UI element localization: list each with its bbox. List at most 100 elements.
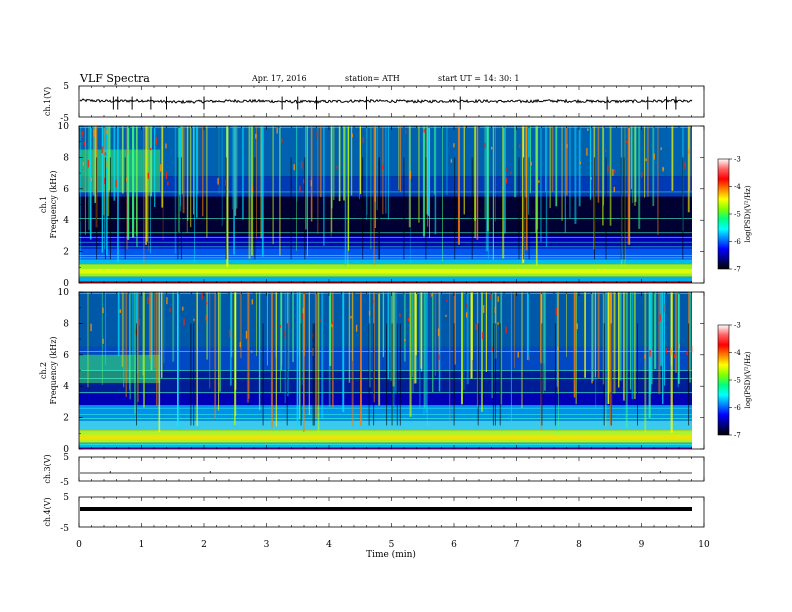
hot-pixel <box>81 130 84 135</box>
sferic-streak <box>540 292 543 431</box>
hot-pixel <box>288 321 290 327</box>
sferic-streak <box>631 292 634 400</box>
sferic-streak <box>296 126 298 202</box>
spectrogram-band <box>79 420 692 431</box>
dropout-stripe <box>620 157 622 260</box>
sferic-streak <box>239 292 242 359</box>
sferic-streak <box>298 292 300 357</box>
sferic-streak <box>618 292 620 388</box>
hot-pixel <box>372 300 374 303</box>
y-tick-label: 10 <box>58 288 70 298</box>
hot-pixel <box>150 147 152 151</box>
x-tick-label: 2 <box>201 540 207 550</box>
sferic-streak <box>689 292 692 383</box>
hot-pixel <box>612 169 614 176</box>
dropout-stripe <box>477 323 479 426</box>
dropout-stripe <box>637 323 638 426</box>
hot-pixel <box>87 160 89 168</box>
sferic-streak <box>260 126 263 239</box>
dropout-stripe <box>136 323 137 426</box>
sferic-streak <box>491 292 493 399</box>
y-axis-label-line: ch.1 <box>39 196 48 213</box>
hot-pixel <box>351 133 353 138</box>
sferic-streak <box>149 126 151 254</box>
sferic-streak <box>651 292 653 385</box>
y-axis-label: ch.4(V) <box>43 497 52 526</box>
sferic-streak <box>231 292 233 357</box>
ch2-colorbar: -3 -4 -5 -6 -7 log(PSD)(V²/Hz) <box>717 322 752 440</box>
dropout-stripe <box>180 157 182 260</box>
sferic-streak <box>470 292 473 379</box>
sferic-streak <box>231 126 233 210</box>
hot-pixel <box>484 142 486 149</box>
spectrogram-band <box>79 447 692 449</box>
sferic-streak <box>234 126 237 216</box>
sferic-streak <box>486 126 488 252</box>
sferic-streak <box>218 292 220 411</box>
sferic-streak <box>145 126 147 245</box>
colorbar-tick-label: -5 <box>734 211 741 219</box>
colorbar-tick-label: -4 <box>734 183 741 191</box>
sferic-streak <box>338 126 341 202</box>
hot-pixel <box>106 129 108 135</box>
dropout-stripe <box>603 323 605 426</box>
sferic-streak <box>654 292 657 370</box>
sferic-streak <box>197 126 199 194</box>
sferic-streak <box>409 126 411 263</box>
figure-title: VLF Spectra <box>79 72 150 85</box>
dropout-stripe <box>528 157 530 260</box>
hot-pixel <box>465 312 468 318</box>
x-tick-label: 8 <box>576 540 582 550</box>
dropout-stripe <box>594 157 595 260</box>
sferic-streak <box>87 292 89 388</box>
hot-pixel <box>664 304 666 313</box>
spectrogram-band <box>79 259 692 265</box>
sferic-streak <box>557 292 559 394</box>
x-tick-label: 10 <box>698 540 710 550</box>
hot-pixel <box>362 137 365 144</box>
hot-pixel <box>205 315 207 321</box>
sferic-streak <box>343 126 345 201</box>
sferic-streak <box>330 126 333 233</box>
hot-pixel <box>224 179 227 187</box>
sferic-streak <box>575 292 577 405</box>
sferic-streak <box>644 292 647 432</box>
sferic-streak <box>540 292 541 363</box>
sferic-streak <box>209 292 211 389</box>
hot-pixel <box>505 177 508 184</box>
hot-pixel <box>102 307 104 314</box>
sferic-streak <box>619 292 622 381</box>
sferic-streak <box>221 126 223 226</box>
y-tick-label: 0 <box>63 445 69 455</box>
sferic-streak <box>117 292 120 357</box>
dropout-stripe <box>518 157 520 260</box>
sferic-streak <box>101 126 104 253</box>
hot-pixel <box>167 181 169 186</box>
sferic-streak <box>429 126 430 238</box>
y-tick-label: -5 <box>60 114 69 124</box>
sferic-streak <box>421 292 423 372</box>
hot-pixel <box>645 158 647 162</box>
sferic-streak <box>153 292 156 369</box>
sferic-streak <box>125 292 127 397</box>
sferic-streak <box>423 292 425 415</box>
y-tick-label: 8 <box>63 153 69 163</box>
sferic-streak <box>161 126 164 208</box>
hot-pixel <box>490 293 492 299</box>
sferic-streak <box>142 292 144 376</box>
sferic-streak <box>564 126 566 233</box>
hot-pixel <box>566 144 568 149</box>
sferic-streak <box>105 126 108 256</box>
sferic-streak <box>521 292 523 409</box>
sferic-streak <box>603 126 605 206</box>
y-tick-label: 6 <box>63 351 69 361</box>
hot-pixel <box>331 324 333 328</box>
hot-pixel <box>336 165 338 169</box>
sferic-streak <box>413 292 416 384</box>
hot-pixel <box>255 133 257 139</box>
sferic-streak <box>348 292 351 383</box>
hot-pixel <box>331 321 333 326</box>
sferic-streak <box>658 292 661 395</box>
dropout-stripe <box>682 157 684 260</box>
hot-pixel <box>405 130 407 135</box>
